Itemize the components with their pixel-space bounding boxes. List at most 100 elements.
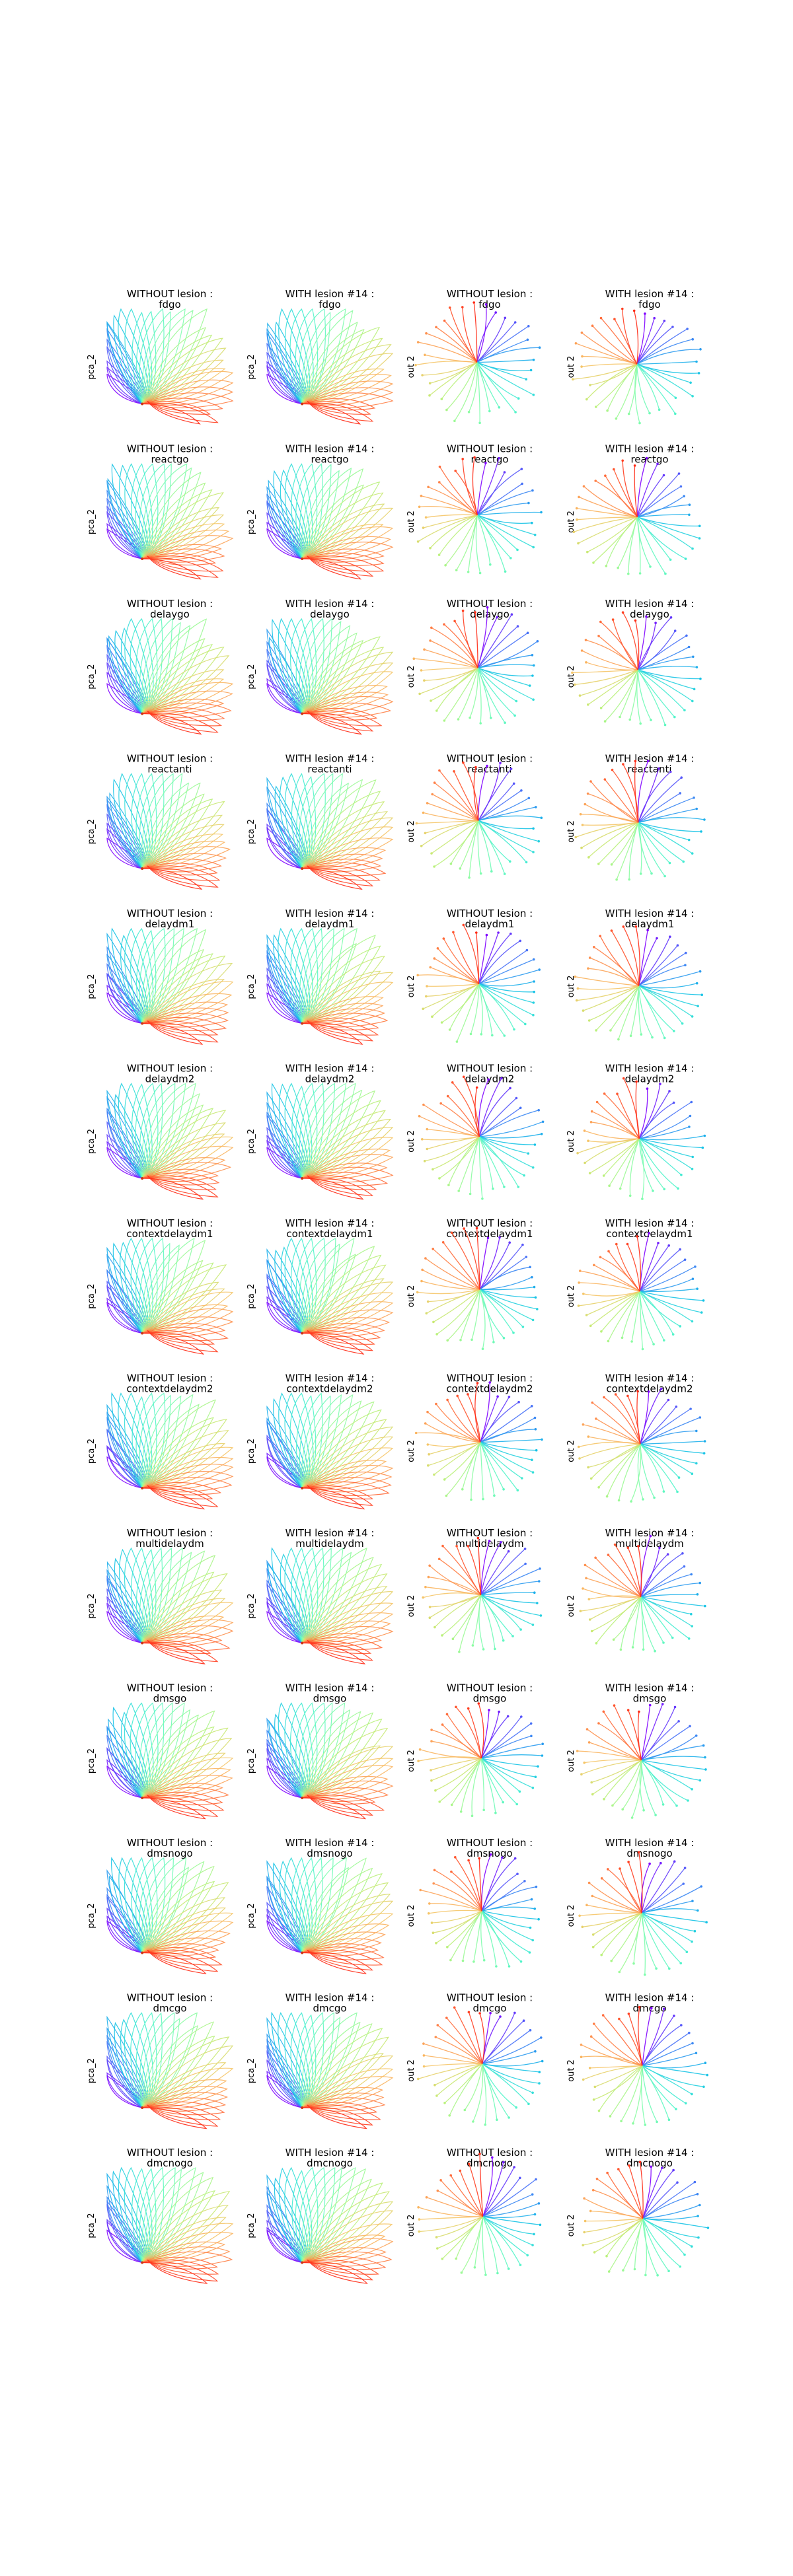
panel-title-task: delaydm1 [465,918,515,930]
trajectory-end [420,845,423,847]
trajectory-line [302,1640,372,1655]
trajectory-line [480,1594,521,1630]
trajectory-end [513,1028,515,1031]
trajectory-line [481,1858,516,1912]
trajectory-line [112,2170,148,2263]
trajectory-line [106,1735,148,1799]
trajectory-line [479,1121,543,1137]
trajectory-end [574,683,576,686]
trajectory-line [451,1232,480,1290]
trajectory-end [532,958,535,961]
trajectory-line [638,985,699,1007]
trajectory-line [141,948,204,1024]
trajectory-end [595,1100,599,1104]
trajectory-line [478,1078,502,1137]
trajectory-end [700,1311,703,1314]
trajectory-end [656,462,659,465]
trajectory-line [468,1860,482,1912]
trajectory-end [496,2118,498,2121]
trajectory-line [141,1615,225,1643]
trajectory-line [302,1485,373,1500]
trajectory-line [284,773,311,869]
trajectory-end [424,1257,427,1260]
trajectory-line [266,1296,308,1334]
trajectory-line [481,1911,521,1962]
trajectory-line [120,2019,149,2108]
trajectory-end [698,524,701,528]
trajectory-end [689,381,692,384]
trajectory-end [589,1477,593,1480]
trajectory-line [575,976,639,987]
trajectory-line [478,1136,533,1168]
trajectory-end [526,2254,529,2257]
trajectory-line [642,2052,697,2067]
trajectory-end [622,1077,625,1080]
trajectory-end [588,2067,591,2069]
trajectory-line [477,511,542,516]
trajectory-line [109,792,148,869]
trajectory-line [605,517,638,567]
trajectory-line [299,618,324,714]
trajectory-end [414,363,417,367]
trajectory-line [641,1912,687,1952]
trajectory-line [141,1136,234,1179]
trajectory-line [111,1857,148,1953]
trajectory-end [700,1885,702,1888]
trajectory-end [628,2164,630,2167]
trajectory-line [641,1867,686,1914]
trajectory-line [582,355,637,365]
trajectory-line [266,2174,308,2263]
trajectory-end [473,456,476,459]
trajectory-line [295,1857,317,1953]
trajectory-line [301,1702,333,1799]
trajectory-end [699,970,702,973]
trajectory-line [301,773,343,869]
trajectory-end [637,1851,640,1854]
trajectory-line [266,2044,308,2108]
trajectory-end [581,355,584,358]
trajectory-line [479,1289,523,1328]
trajectory-line [272,618,308,714]
trajectory-line [141,647,225,714]
trajectory-end [622,925,625,928]
trajectory-line [106,1596,148,1644]
y-axis-label: pca_2 [87,354,96,379]
trajectory-line [637,517,693,550]
trajectory-line [588,822,639,858]
trajectory-line [142,555,224,572]
trajectory-line [139,1083,163,1179]
trajectory-line [301,1867,349,1953]
panel-title-task: delaydm2 [145,1073,195,1085]
trajectory-end [683,1258,687,1261]
trajectory-line [467,1546,482,1595]
trajectory-line [480,1594,496,1649]
trajectory-line [634,2218,644,2270]
trajectory-line [478,797,529,822]
trajectory-line [141,1244,180,1334]
trajectory-end [434,1789,437,1792]
trajectory-line [141,928,174,1024]
trajectory-end [531,2193,534,2196]
trajectory-line [271,2011,308,2108]
trajectory-line [615,364,638,419]
trajectory-line [640,1288,698,1293]
trajectory-end [430,1779,433,1782]
trajectory-line [641,1912,695,1932]
trajectory-line [576,985,639,1001]
trajectory-end [619,715,621,719]
trajectory-line [622,308,638,365]
trajectory-end [574,342,578,345]
trajectory-line [424,667,478,681]
trajectory-line [268,480,308,559]
trajectory-end [478,2153,481,2155]
trajectory-end [531,1624,535,1626]
trajectory-end [591,1945,595,1949]
panel-title-prefix: WITHOUT lesion : [447,1527,533,1539]
panel-title-task: delaygo [150,608,190,620]
trajectory-line [301,1586,388,1643]
trajectory-end [677,1476,681,1479]
trajectory-end [680,776,683,779]
trajectory-line [142,707,225,721]
trajectory-line [301,1758,394,1799]
